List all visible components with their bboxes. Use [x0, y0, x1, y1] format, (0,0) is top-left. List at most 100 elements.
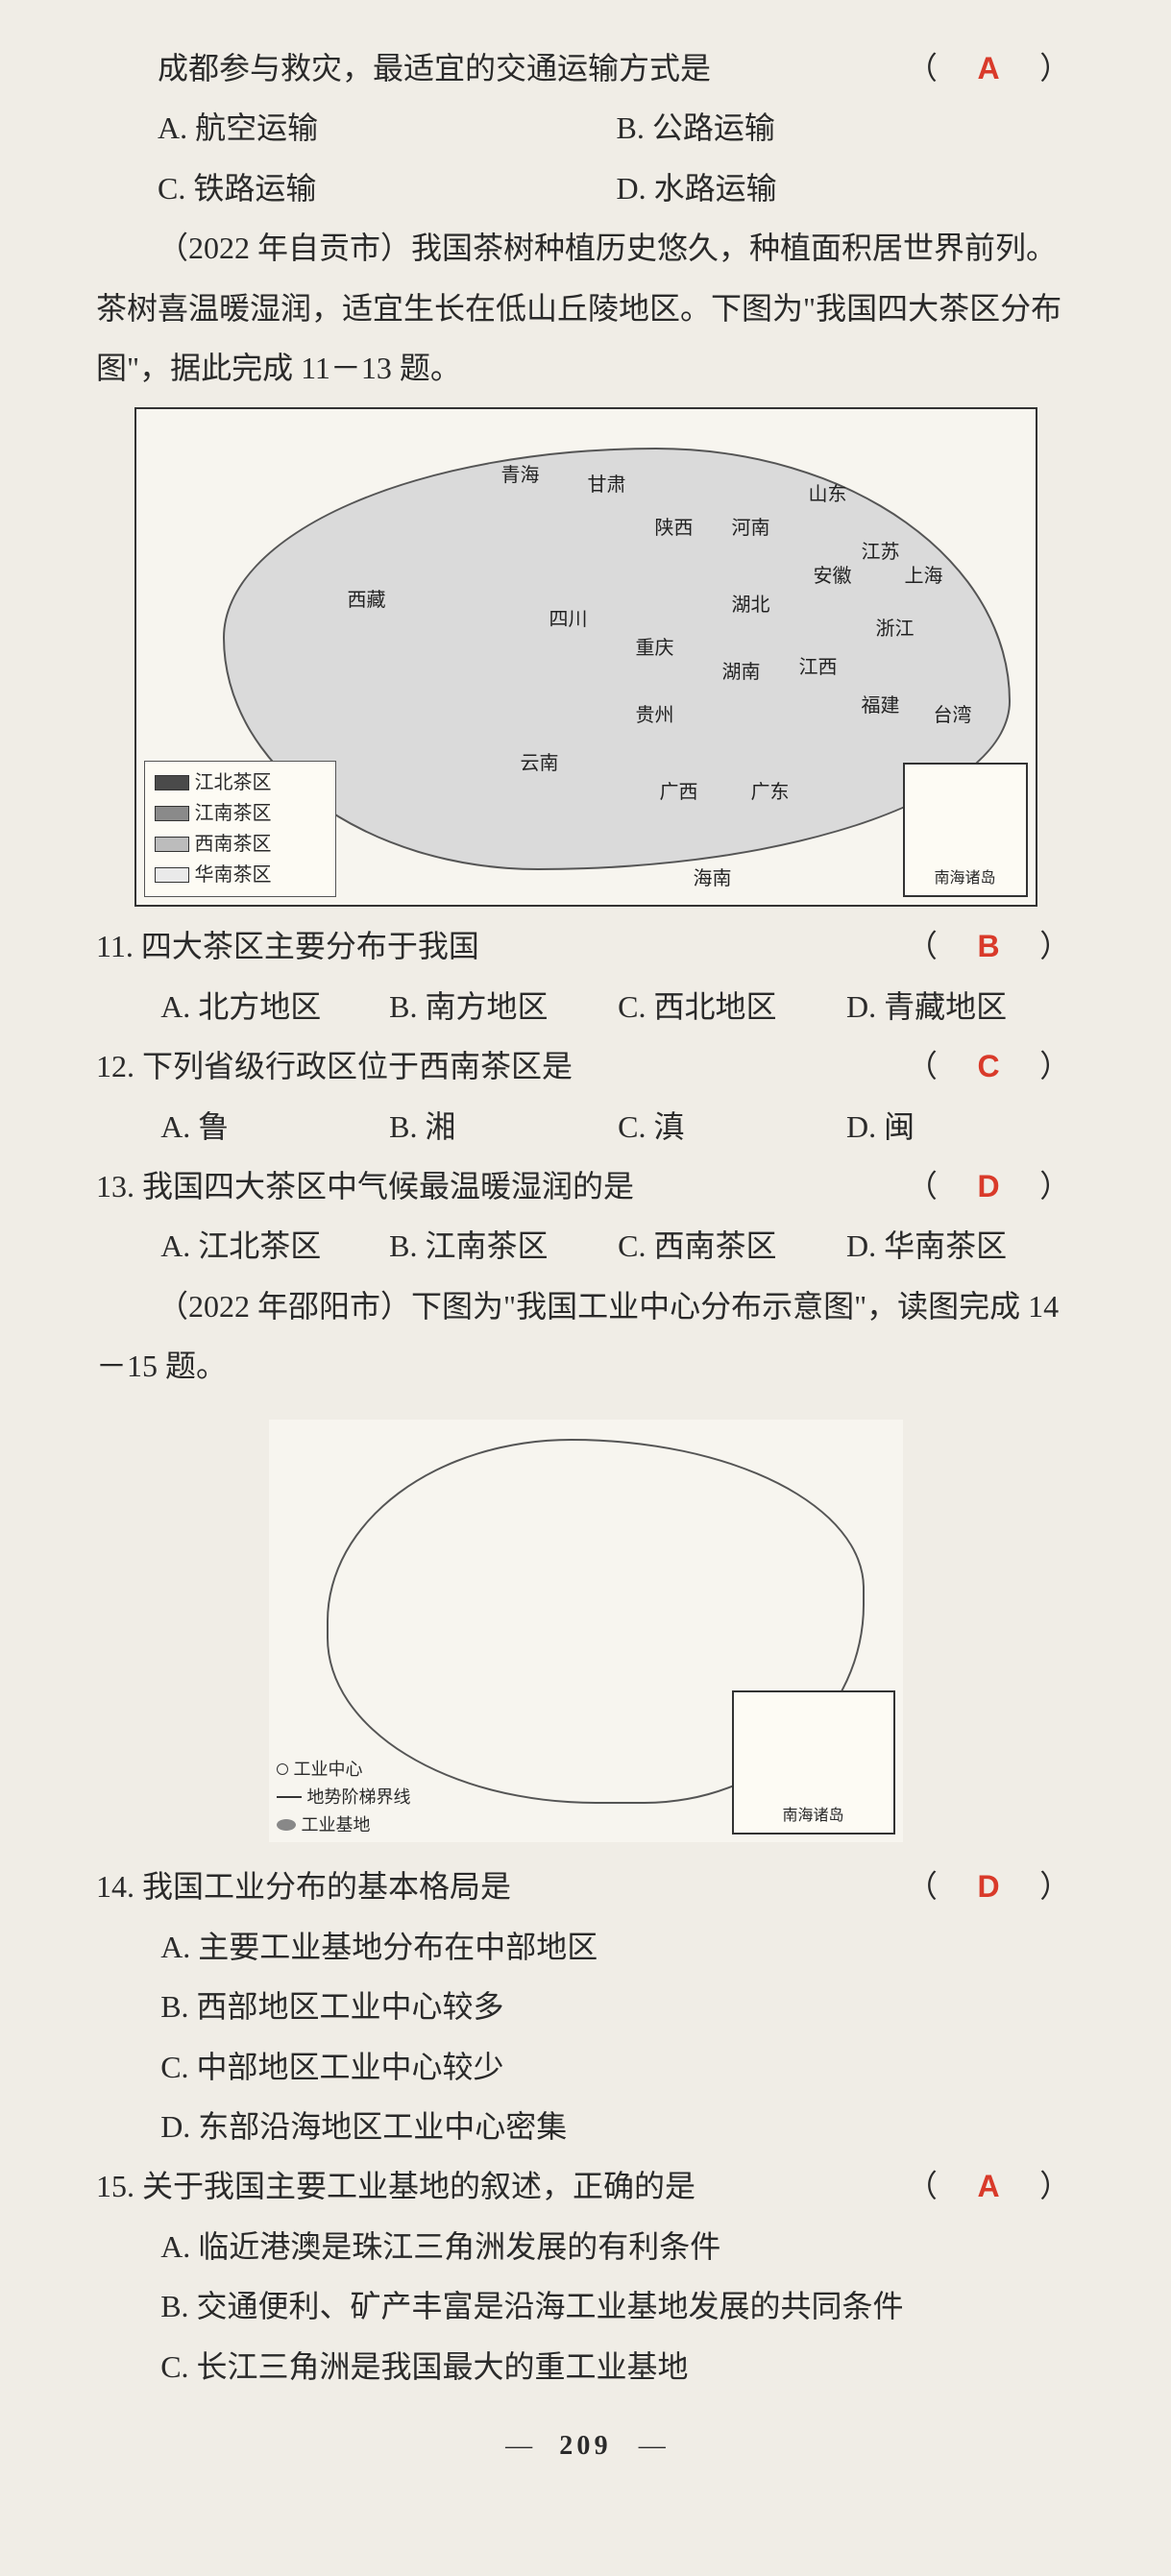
- q13-num: 13.: [96, 1169, 134, 1203]
- intro-options-row1: A. 航空运输 B. 公路运输: [96, 98, 1075, 158]
- q13-opt-b: B. 江南茶区: [389, 1216, 618, 1276]
- legend2-circle: 工业中心: [277, 1756, 411, 1784]
- intro-answer: A: [977, 51, 1004, 85]
- q15-options: A. 临近港澳是珠江三角洲发展的有利条件 B. 交通便利、矿产丰富是沿海工业基地…: [96, 2217, 1075, 2396]
- q15-num: 15.: [96, 2169, 134, 2203]
- q11-opt-c: C. 西北地区: [618, 977, 846, 1036]
- map-label-hunan: 湖南: [722, 654, 761, 692]
- q14-answer: D: [977, 1869, 1004, 1904]
- q11-answer-slot: （ B ）: [907, 916, 1075, 976]
- q13-answer: D: [977, 1169, 1004, 1203]
- q13-options: A. 江北茶区 B. 江南茶区 C. 西南茶区 D. 华南茶区: [96, 1216, 1075, 1276]
- q14-opt-c: C. 中部地区工业中心较少: [160, 2037, 1075, 2097]
- q13-opt-a: A. 江北茶区: [160, 1216, 389, 1276]
- map-label-shanghai: 上海: [905, 558, 943, 595]
- q11-opt-b: B. 南方地区: [389, 977, 618, 1036]
- q15-opt-b: B. 交通便利、矿产丰富是沿海工业基地发展的共同条件: [160, 2276, 1075, 2336]
- map-label-yunnan: 云南: [521, 745, 559, 783]
- q14-stem-line: 14. 我国工业分布的基本格局是 （ D ）: [96, 1857, 1075, 1916]
- map-label-guangdong: 广东: [751, 774, 790, 812]
- swatch-med: [155, 806, 189, 821]
- q13-stem: 我国四大茶区中气候最温暖湿润的是: [142, 1169, 634, 1203]
- symbol-blob: [277, 1819, 296, 1831]
- q14-opt-a: A. 主要工业基地分布在中部地区: [160, 1917, 1075, 1977]
- page-number: — 209 —: [96, 2420, 1075, 2473]
- q14-stem: 我国工业分布的基本格局是: [142, 1869, 511, 1904]
- q15-stem: 关于我国主要工业基地的叙述，正确的是: [142, 2169, 695, 2203]
- figure-tea-regions-map: 青海 甘肃 陕西 河南 山东 江苏 安徽 上海 浙江 西藏 四川 重庆 湖北 湖…: [134, 407, 1037, 907]
- legend2-label-circle: 工业中心: [294, 1756, 363, 1784]
- legend-label-3: 华南茶区: [195, 860, 272, 890]
- passage1: （2022 年自贡市）我国茶树种植历史悠久，种植面积居世界前列。茶树喜温暖湿润，…: [96, 218, 1075, 398]
- q14-answer-slot: （ D ）: [907, 1857, 1075, 1916]
- map-label-xizang: 西藏: [348, 582, 386, 620]
- map-label-sichuan: 四川: [549, 601, 588, 639]
- map-label-zhejiang: 浙江: [876, 611, 915, 648]
- symbol-line: [277, 1796, 302, 1798]
- legend-item-jiangbei: 江北茶区: [155, 767, 326, 798]
- map-label-shaanxi: 陕西: [655, 510, 694, 547]
- map-label-hubei: 湖北: [732, 587, 770, 624]
- q15-answer: A: [977, 2169, 1004, 2203]
- q15-stem-line: 15. 关于我国主要工业基地的叙述，正确的是 （ A ）: [96, 2156, 1075, 2216]
- map-label-chongqing: 重庆: [636, 630, 674, 668]
- q11-stem: 四大茶区主要分布于我国: [141, 929, 479, 963]
- q12-opt-c: C. 滇: [618, 1097, 846, 1156]
- q12-opt-d: D. 闽: [846, 1097, 1075, 1156]
- map-label-shandong: 山东: [809, 476, 847, 514]
- q11-opt-d: D. 青藏地区: [846, 977, 1075, 1036]
- q13-opt-d: D. 华南茶区: [846, 1216, 1075, 1276]
- symbol-circle: [277, 1763, 288, 1775]
- intro-opt-c: C. 铁路运输: [158, 158, 617, 218]
- map-label-guangxi: 广西: [660, 774, 698, 812]
- map-label-gansu: 甘肃: [588, 467, 626, 504]
- q15-opt-a: A. 临近港澳是珠江三角洲发展的有利条件: [160, 2217, 1075, 2276]
- legend-label-2: 西南茶区: [195, 829, 272, 860]
- legend2-label-blob: 工业基地: [302, 1811, 371, 1839]
- fig1-inset-label: 南海诸岛: [934, 863, 995, 893]
- intro-opt-a: A. 航空运输: [158, 98, 617, 158]
- q11-options: A. 北方地区 B. 南方地区 C. 西北地区 D. 青藏地区: [96, 977, 1075, 1036]
- map-label-taiwan: 台湾: [934, 697, 972, 735]
- legend-item-xinan: 西南茶区: [155, 829, 326, 860]
- q11-stem-line: 11. 四大茶区主要分布于我国 （ B ）: [96, 916, 1075, 976]
- fig2-inset-south-china-sea: 南海诸岛: [732, 1690, 895, 1835]
- q13-answer-slot: （ D ）: [907, 1156, 1075, 1216]
- q12-opt-a: A. 鲁: [160, 1097, 389, 1156]
- intro-opt-b: B. 公路运输: [617, 98, 1076, 158]
- map-label-qinghai: 青海: [501, 457, 540, 495]
- map-label-guizhou: 贵州: [636, 697, 674, 735]
- q12-answer-slot: （ C ）: [907, 1036, 1075, 1096]
- q11-num: 11.: [96, 929, 134, 963]
- q14-options: A. 主要工业基地分布在中部地区 B. 西部地区工业中心较多 C. 中部地区工业…: [96, 1917, 1075, 2157]
- intro-answer-slot: （ A ）: [907, 38, 1075, 98]
- map-label-hainan: 海南: [694, 861, 732, 898]
- passage2: （2022 年邵阳市）下图为"我国工业中心分布示意图"，读图完成 14－15 题…: [96, 1276, 1075, 1397]
- legend-item-jiangnan: 江南茶区: [155, 798, 326, 829]
- fig2-inset-label: 南海诸岛: [782, 1801, 843, 1831]
- fig1-inset-south-china-sea: 南海诸岛: [903, 763, 1028, 897]
- q13-opt-c: C. 西南茶区: [618, 1216, 846, 1276]
- q11-opt-a: A. 北方地区: [160, 977, 389, 1036]
- q12-stem: 下列省级行政区位于西南茶区是: [142, 1049, 573, 1083]
- legend2-blob: 工业基地: [277, 1811, 411, 1839]
- intro-stem-text: 成都参与救灾，最适宜的交通运输方式是: [96, 38, 711, 98]
- q14-opt-b: B. 西部地区工业中心较多: [160, 1977, 1075, 2036]
- q13-stem-line: 13. 我国四大茶区中气候最温暖湿润的是 （ D ）: [96, 1156, 1075, 1216]
- page-number-value: 209: [559, 2431, 612, 2461]
- map-label-jiangsu: 江苏: [862, 534, 900, 571]
- q12-options: A. 鲁 B. 湘 C. 滇 D. 闽: [96, 1097, 1075, 1156]
- legend-label-0: 江北茶区: [195, 767, 272, 798]
- map-label-jiangxi: 江西: [799, 649, 838, 687]
- map-label-fujian: 福建: [862, 688, 900, 725]
- q14-opt-d: D. 东部沿海地区工业中心密集: [160, 2097, 1075, 2156]
- china-outline-shape: [223, 448, 1011, 870]
- q15-answer-slot: （ A ）: [907, 2156, 1075, 2216]
- q12-num: 12.: [96, 1049, 134, 1083]
- figure-industry-map: 工业中心 地势阶梯界线 工业基地 南海诸岛: [269, 1420, 903, 1842]
- q15-opt-c: C. 长江三角洲是我国最大的重工业基地: [160, 2337, 1075, 2396]
- intro-opt-d: D. 水路运输: [617, 158, 1076, 218]
- fig2-legend: 工业中心 地势阶梯界线 工业基地: [269, 1752, 419, 1842]
- swatch-light: [155, 837, 189, 852]
- q14-num: 14.: [96, 1869, 134, 1904]
